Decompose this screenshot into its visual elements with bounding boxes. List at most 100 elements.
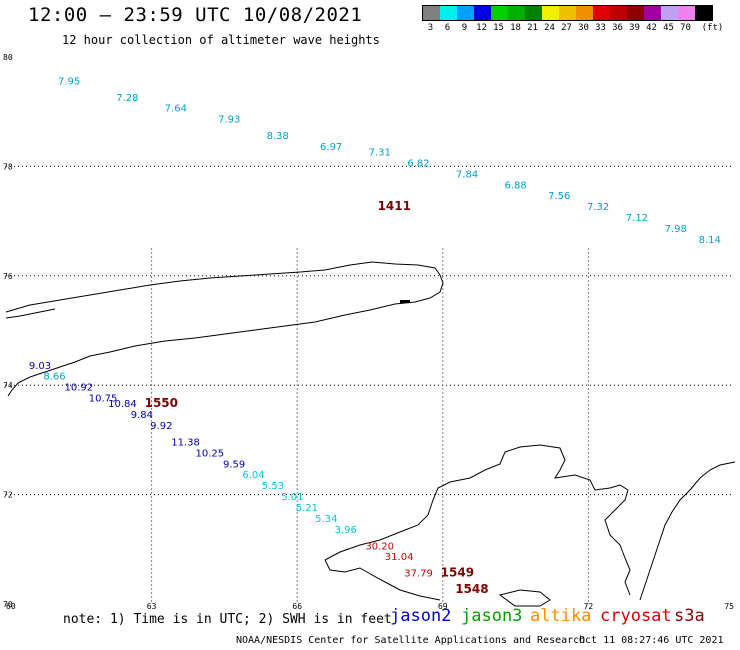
wave-height-value: 7.31 xyxy=(369,147,391,158)
legend-swatch xyxy=(661,6,678,20)
wave-height-value: 7.56 xyxy=(548,191,570,202)
legend-labels: 3 6 9 12 15 18 21 24 27 30 33 36 39 42 45 70 (ft) xyxy=(422,21,724,35)
legend-swatch xyxy=(576,6,593,20)
satellite-jason2: jason2 xyxy=(390,606,452,626)
satellite-s3a: s3a xyxy=(674,606,705,626)
wave-height-value: 6.97 xyxy=(320,142,342,153)
latitude-tick-label: 78 xyxy=(3,162,13,171)
legend-swatch xyxy=(508,6,525,20)
wave-height-value: 6.82 xyxy=(407,158,429,169)
legend-swatches xyxy=(422,5,713,21)
legend-swatch xyxy=(491,6,508,20)
legend-swatch xyxy=(457,6,474,20)
page-title: 12:00 — 23:59 UTC 10/08/2021 xyxy=(28,4,363,26)
track-time-label: 1549 xyxy=(441,566,474,580)
latitude-tick-label: 72 xyxy=(3,491,13,500)
wave-height-value: 7.95 xyxy=(58,76,80,87)
wave-height-value: 10.25 xyxy=(196,448,225,459)
legend-label: 70 xyxy=(680,23,691,33)
landmark-marker xyxy=(400,300,410,303)
legend-swatch xyxy=(542,6,559,20)
legend-label: 6 xyxy=(444,23,451,33)
wave-height-value: 8.14 xyxy=(699,235,721,246)
longitude-tick-label: 69 xyxy=(438,602,448,611)
wave-height-value: 7.93 xyxy=(218,115,240,126)
legend-swatch xyxy=(695,6,712,20)
legend-swatch xyxy=(474,6,491,20)
satellite-cryosat: cryosat xyxy=(600,606,672,626)
wave-height-value: 9.03 xyxy=(29,361,51,372)
wave-height-value: 7.32 xyxy=(587,202,609,213)
wave-height-value: 7.28 xyxy=(116,93,138,104)
wave-height-value: 31.04 xyxy=(385,552,414,563)
legend-swatch xyxy=(593,6,610,20)
legend-swatch xyxy=(559,6,576,20)
legend-label: 30 xyxy=(578,23,589,33)
track-time-label: 1411 xyxy=(378,199,411,213)
legend-swatch xyxy=(627,6,644,20)
wave-height-value: 9.92 xyxy=(150,421,172,432)
longitude-tick-label: 63 xyxy=(147,602,157,611)
gydan-coast xyxy=(639,461,736,601)
yamal-coast xyxy=(324,444,631,596)
latitude-tick-label: 76 xyxy=(3,272,13,281)
legend-swatch xyxy=(423,6,440,20)
legend-swatch xyxy=(610,6,627,20)
latitude-tick-label: 74 xyxy=(3,381,13,390)
legend-label: 21 xyxy=(527,23,538,33)
legend-label: 24 xyxy=(544,23,555,33)
legend-label: (ft) xyxy=(701,23,724,33)
generated-timestamp: Oct 11 08:27:46 UTC 2021 xyxy=(579,635,724,646)
legend-label: 3 xyxy=(427,23,434,33)
wave-height-value: 6.88 xyxy=(504,180,526,191)
wave-height-value: 8.38 xyxy=(267,131,289,142)
novaya-zemlya-inner-coast xyxy=(5,308,56,319)
wave-height-value: 8.66 xyxy=(43,372,65,383)
legend-label: 9 xyxy=(461,23,468,33)
legend-label: 45 xyxy=(663,23,674,33)
legend-label: 18 xyxy=(510,23,521,33)
wave-height-value: 30.20 xyxy=(365,541,394,552)
wave-height-value: 5.01 xyxy=(281,492,303,503)
longitude-tick-label: 60 xyxy=(6,602,16,611)
legend-swatch xyxy=(440,6,457,20)
wave-height-value: 5.34 xyxy=(315,514,337,525)
graticule xyxy=(6,165,734,604)
wave-height-value: 10.75 xyxy=(89,394,118,405)
wave-height-value: 7.98 xyxy=(665,224,687,235)
credit-line: NOAA/NESDIS Center for Satellite Applica… xyxy=(236,635,586,646)
wave-height-value: 6.04 xyxy=(242,470,264,481)
track-time-label: 1550 xyxy=(145,396,178,410)
wave-height-value: 9.84 xyxy=(131,410,153,421)
wave-height-points: 7.95 7.28 7.64 7.93 8.38 6.97 7.31 6.82 7.84 6.88… xyxy=(29,76,721,596)
latitude-tick-label: 80 xyxy=(3,53,13,62)
vaygach-coast xyxy=(324,559,441,601)
longitude-tick-label: 72 xyxy=(584,602,594,611)
coastline xyxy=(5,261,736,607)
track-time-label: 1548 xyxy=(455,582,488,596)
latitude-tick-label: 70 xyxy=(3,600,13,609)
legend-label: 39 xyxy=(629,23,640,33)
wave-height-value: 9.59 xyxy=(223,459,245,470)
footer-note: note: 1) Time is in UTC; 2) SWH is in fe… xyxy=(63,612,392,627)
wave-height-value: 5.53 xyxy=(262,481,284,492)
satellite-altika: altika xyxy=(530,606,592,626)
legend-label: 42 xyxy=(646,23,657,33)
satellite-jason3: jason3 xyxy=(461,606,523,626)
longitude-tick-label: 75 xyxy=(724,602,734,611)
page-subtitle: 12 hour collection of altimeter wave hei… xyxy=(62,33,380,47)
legend-label: 27 xyxy=(561,23,572,33)
wave-height-value: 37.79 xyxy=(404,569,433,580)
longitude-tick-label: 66 xyxy=(292,602,302,611)
novaya-zemlya-north-coast xyxy=(5,261,444,397)
wave-height-value: 10.92 xyxy=(64,383,93,394)
wave-height-value: 7.84 xyxy=(456,169,478,180)
legend-label: 36 xyxy=(612,23,623,33)
legend-swatch xyxy=(644,6,661,20)
legend-label: 33 xyxy=(595,23,606,33)
legend-label: 15 xyxy=(493,23,504,33)
wave-height-value: 5.21 xyxy=(296,503,318,514)
wave-height-value: 11.38 xyxy=(171,437,200,448)
